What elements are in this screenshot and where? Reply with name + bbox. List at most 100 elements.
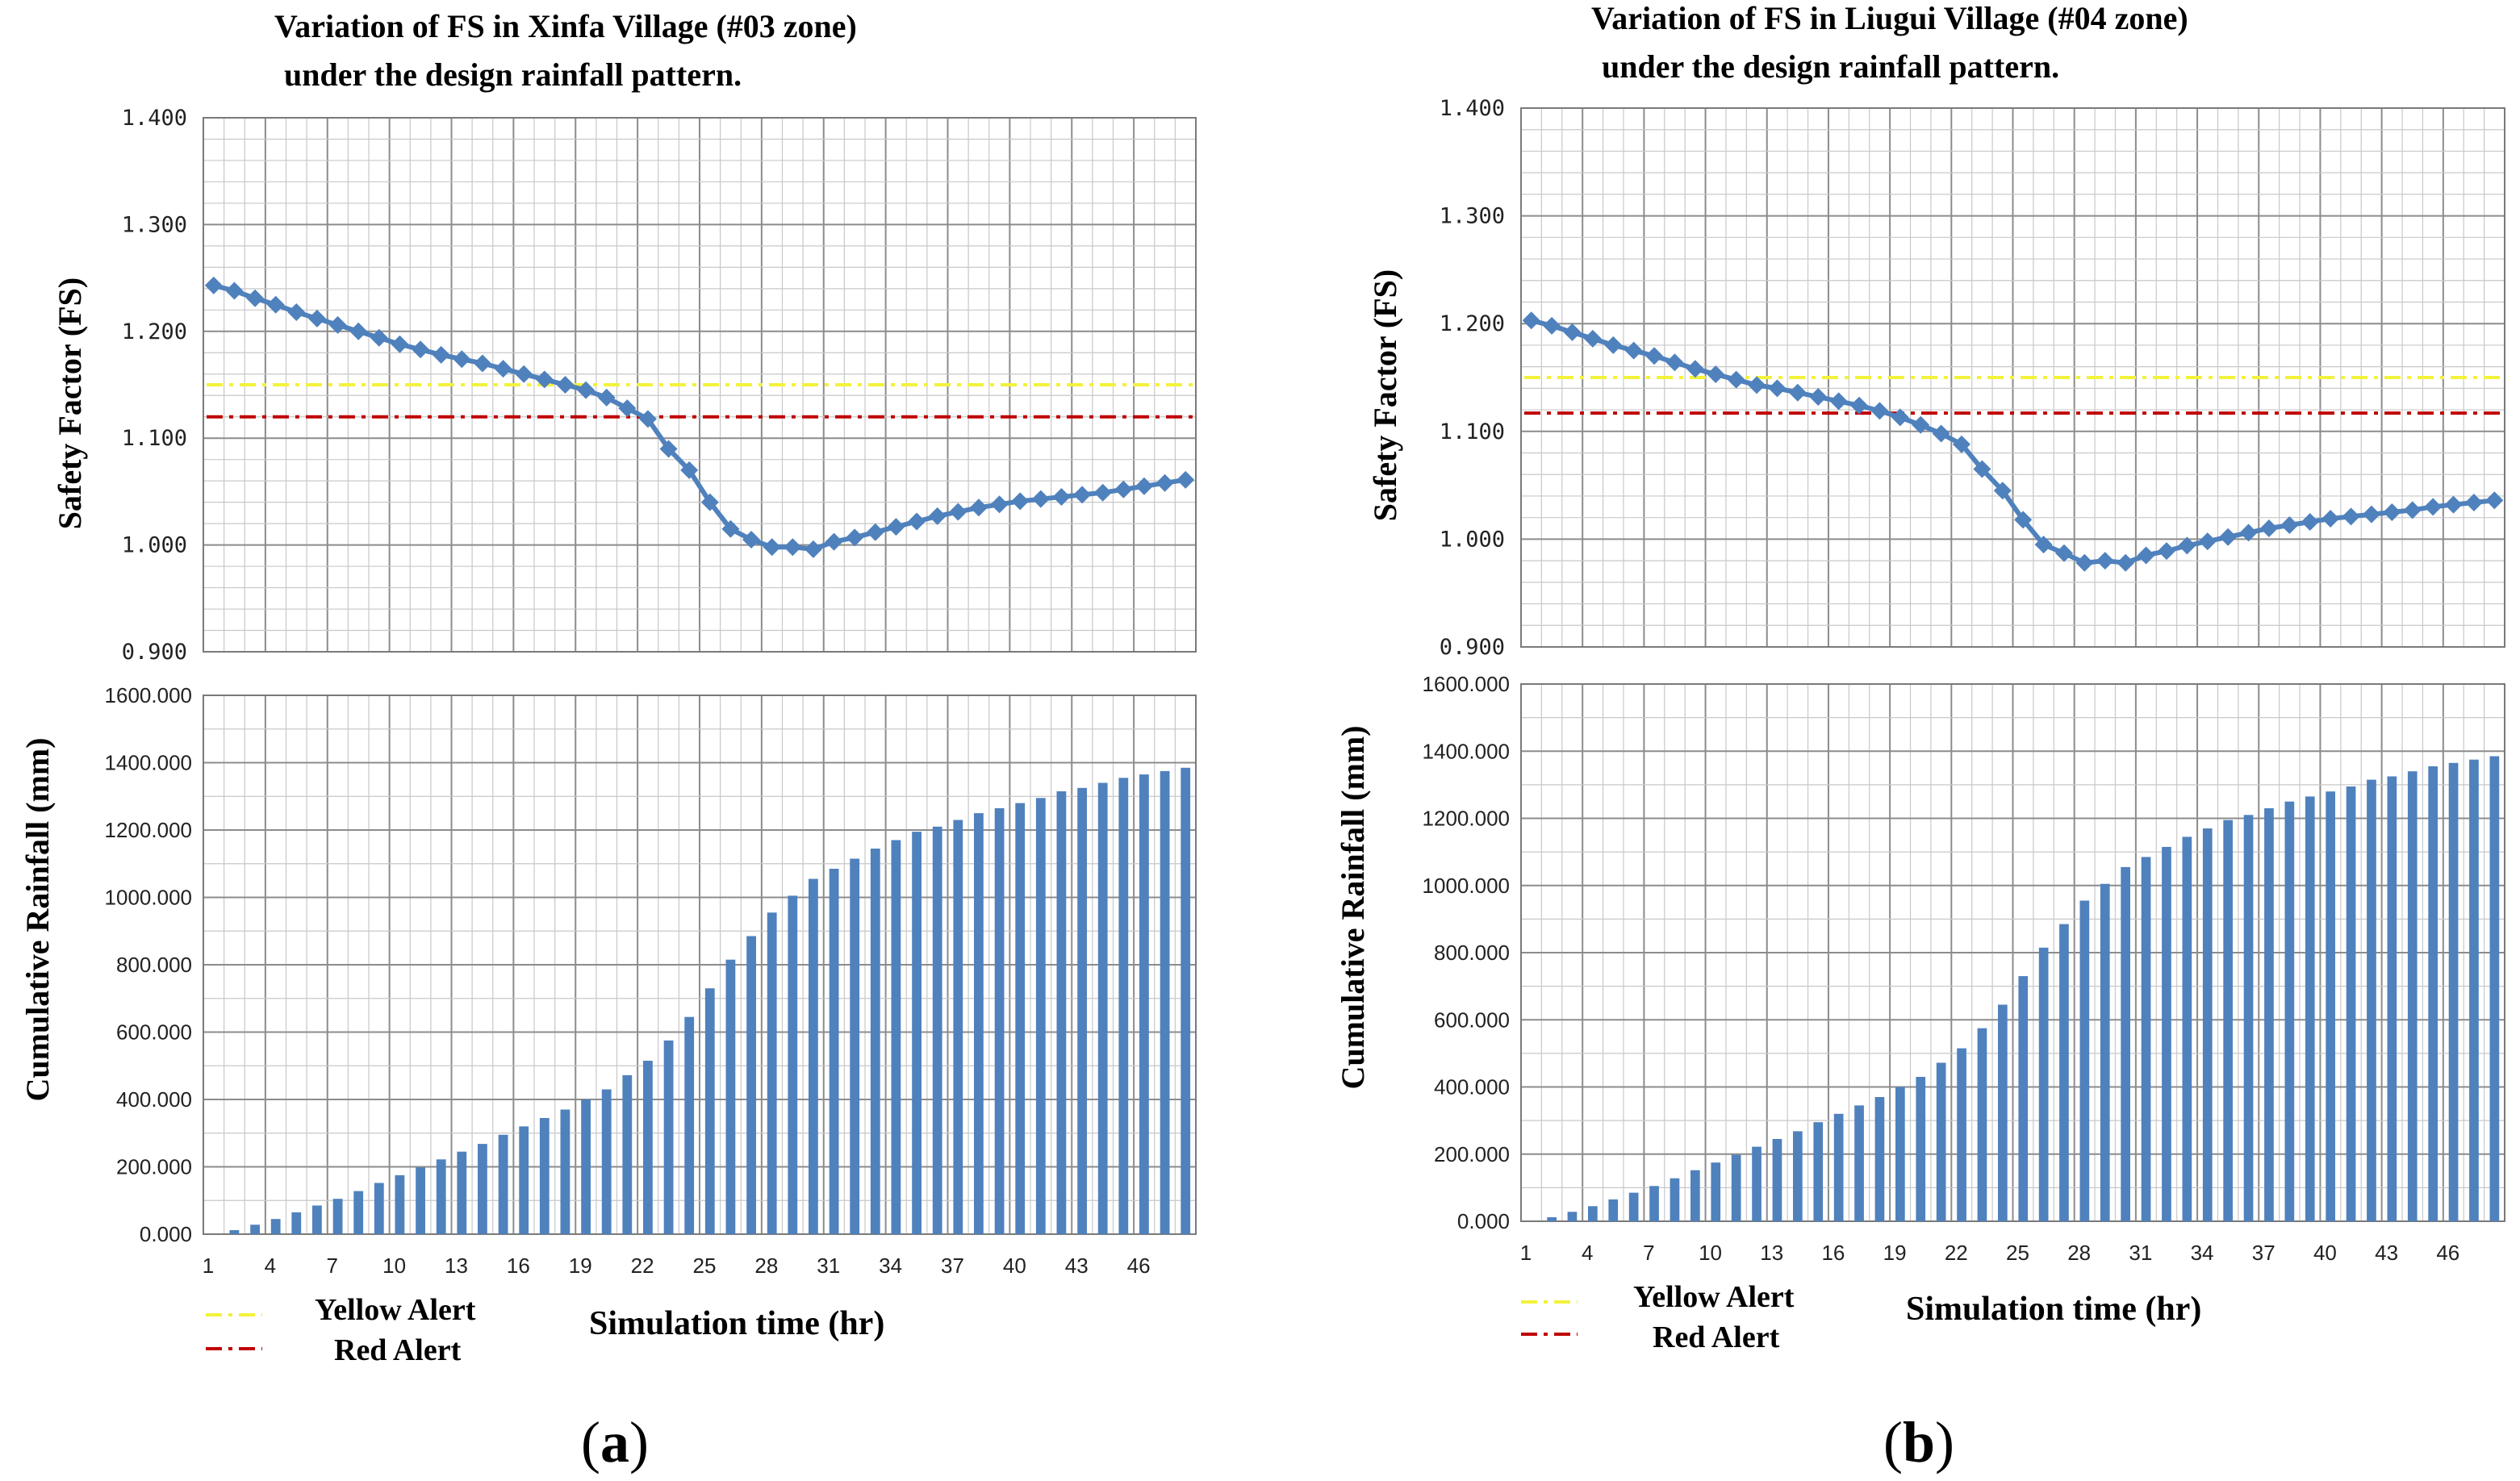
fs-data-point [473, 354, 491, 373]
rain-bars-b [1547, 756, 2500, 1221]
fs-data-point [1912, 415, 1930, 434]
fs-data-point [1093, 483, 1112, 502]
rain-b-ytick-label: 200.000 [1434, 1142, 1510, 1166]
rain-bar [746, 936, 756, 1234]
fs-data-point [1176, 470, 1195, 489]
fs-data-point [2464, 493, 2483, 511]
rain-bar [560, 1109, 570, 1234]
fs-data-point [2424, 498, 2443, 516]
fs-data-point [225, 282, 244, 300]
x-tick-label: 40 [2313, 1241, 2337, 1265]
fs-data-point [638, 410, 657, 428]
rain-bar [1077, 787, 1087, 1234]
fs-data-point [949, 503, 967, 521]
fs-data-point [597, 388, 616, 407]
rain-bar [601, 1089, 612, 1234]
x-tick-label: 10 [1699, 1241, 1722, 1265]
fs-data-point [1829, 392, 1848, 411]
rain-a-ytick-label: 1400.000 [105, 751, 192, 775]
rain-b-ytick-label: 1000.000 [1423, 874, 1510, 898]
rain-bar [1731, 1154, 1741, 1221]
rain-bar [870, 849, 880, 1234]
panel-letter-b: b [1903, 1410, 1935, 1475]
rain-yticks-b: 1600.000 1400.000 1200.000 1000.000 800.000 6… [1423, 672, 1510, 1233]
fs-data-point [1748, 376, 1766, 394]
rain-bar [2141, 857, 2151, 1221]
x-tick-label: 28 [754, 1254, 778, 1278]
rain-bar [332, 1199, 343, 1234]
rain-bar [2243, 815, 2254, 1221]
x-tick-label: 31 [2129, 1241, 2152, 1265]
rain-bar [1160, 770, 1170, 1234]
chart-b-rain-ylabel: Cumulative Rainfall (mm) [1335, 725, 1371, 1089]
fs-data-point [412, 340, 430, 359]
rain-bar [2100, 883, 2110, 1221]
fs-data-point [1011, 492, 1030, 511]
rain-bar [2284, 801, 2295, 1221]
rain-bar [1936, 1062, 1946, 1221]
rain-bar [2202, 828, 2213, 1221]
rain-grid-a [203, 695, 1197, 1235]
fs-data-point [825, 532, 843, 551]
fs-b-frame [1520, 107, 2505, 648]
fs-data-point [1686, 360, 1704, 378]
rain-bar [1547, 1217, 1557, 1221]
x-tick-label: 16 [1821, 1241, 1845, 1265]
rain-bar [2038, 947, 2049, 1221]
fs-data-point [1665, 353, 1684, 372]
rain-bar [1690, 1170, 1700, 1221]
chart-a-title: Variation of FS in Xinfa Village (#03 zo… [274, 8, 857, 44]
x-tick-label: 13 [1760, 1241, 1783, 1265]
fs-data-point [742, 530, 761, 549]
fs-data-point [659, 440, 678, 458]
rain-b-frame [1520, 683, 2505, 1222]
fs-data-point [2054, 544, 2073, 562]
x-tick-label: 34 [2191, 1241, 2214, 1265]
fs-data-point [700, 493, 719, 511]
x-tick-label: 37 [941, 1254, 964, 1278]
fs-data-point [204, 276, 223, 294]
chart-a-fs-ylabel: Safety Factor (FS) [52, 277, 88, 530]
fs-data-point [2444, 495, 2463, 514]
fs-a-frame [203, 117, 1197, 653]
rain-bar [953, 820, 963, 1234]
rain-bar [2264, 808, 2274, 1221]
rain-bar [767, 912, 777, 1234]
rain-a-ytick-label: 0.000 [140, 1222, 192, 1246]
rain-bar [1711, 1162, 1721, 1221]
fs-data-point [535, 370, 554, 389]
fs-data-point [2383, 503, 2401, 521]
rain-bar [704, 988, 715, 1234]
fs-data-point [784, 538, 802, 557]
rain-bar [1015, 803, 1026, 1234]
panel-letter-a: a [600, 1410, 629, 1475]
rain-b-ytick-label: 400.000 [1434, 1075, 1510, 1099]
fs-data-point [1031, 490, 1050, 508]
fs-data-point [1645, 347, 1664, 365]
chart-a-subtitle: under the design rainfall pattern. [284, 56, 742, 93]
fs-b-ytick-label: 1.100 [1440, 419, 1505, 444]
fs-data-point [887, 518, 905, 536]
fs-data-point [1973, 460, 1991, 478]
rain-bar [829, 869, 839, 1234]
legend-a-red-label: Red Alert [334, 1333, 462, 1367]
fs-data-point [307, 309, 326, 327]
rain-bar [2305, 796, 2315, 1221]
fs-data-point [1707, 365, 1725, 383]
x-tick-label: 40 [1003, 1254, 1026, 1278]
rain-bar [374, 1183, 384, 1234]
rain-bar [2018, 976, 2029, 1221]
fs-data-point [287, 302, 306, 321]
x-tick-label: 4 [1582, 1241, 1593, 1265]
rain-bar [1813, 1122, 1824, 1221]
x-tick-label: 13 [445, 1254, 468, 1278]
rain-bars-a [229, 767, 1191, 1234]
fs-a-ytick-label: 1.100 [122, 426, 187, 451]
rain-b-ytick-label: 1400.000 [1423, 739, 1510, 763]
x-tick-label: 1 [203, 1254, 214, 1278]
xticks-b: 1 4 7 10 13 16 19 22 25 28 31 34 37 40 43 46 [1520, 1241, 2460, 1265]
fs-data-point [846, 528, 864, 547]
rain-bar [519, 1126, 529, 1234]
rain-bar [2407, 771, 2418, 1221]
rain-bar [1752, 1146, 1761, 1221]
